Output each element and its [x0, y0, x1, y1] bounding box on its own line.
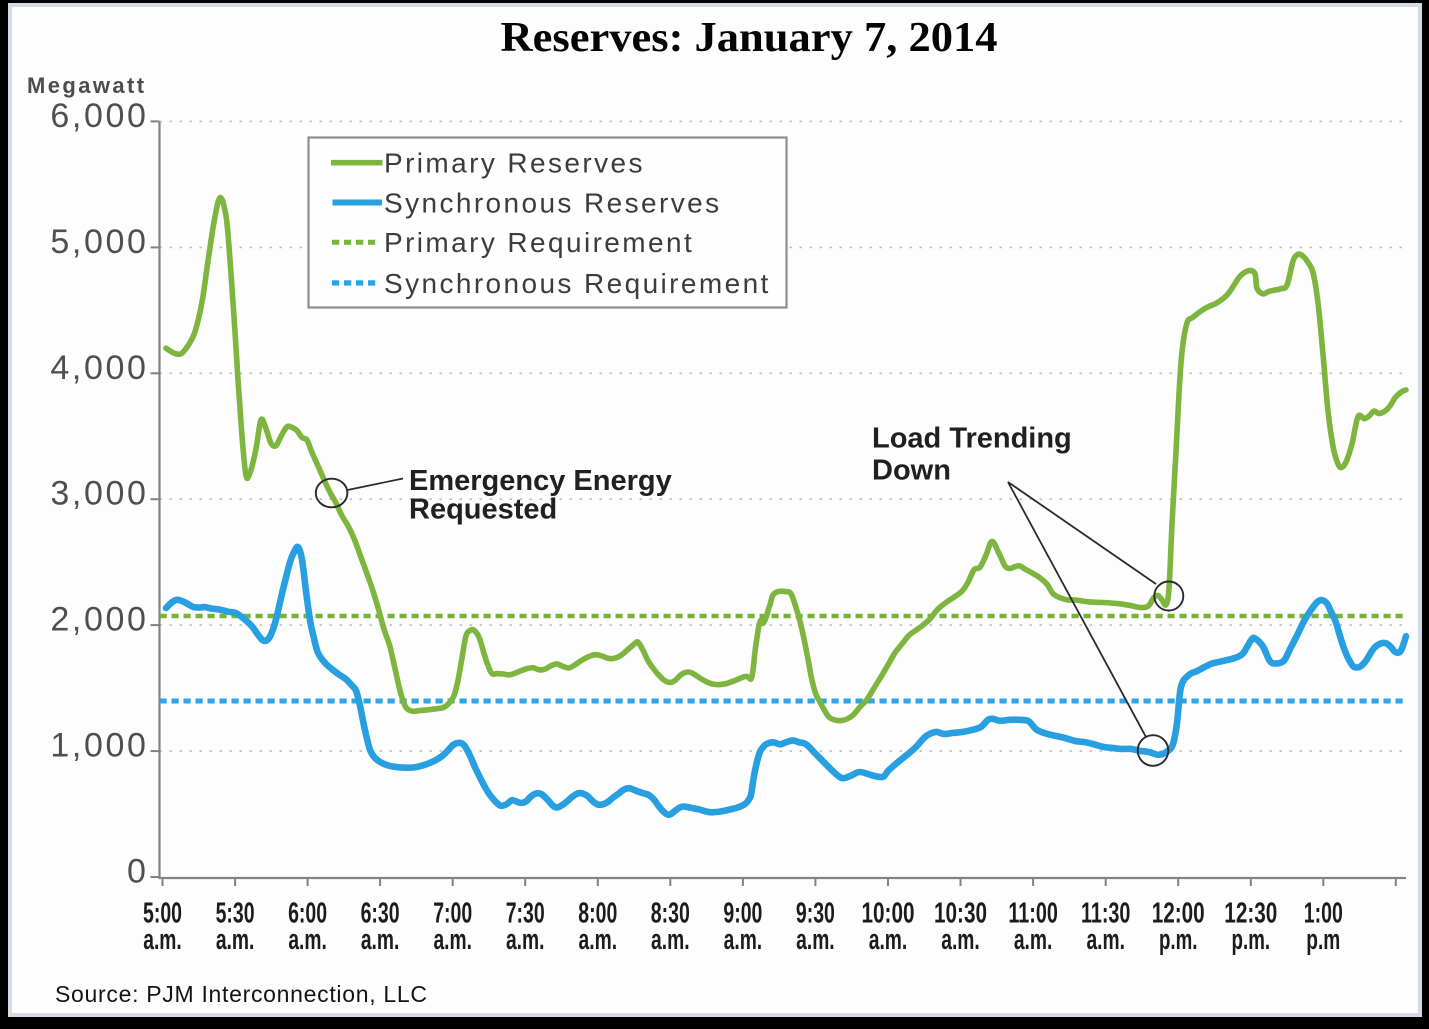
svg-text:8:30: 8:30 — [651, 898, 690, 930]
svg-text:p.m: p.m — [1306, 924, 1340, 956]
svg-text:a.m.: a.m. — [216, 924, 255, 956]
svg-text:6,000: 6,000 — [50, 97, 148, 135]
svg-text:4,000: 4,000 — [50, 349, 148, 387]
svg-text:10:30: 10:30 — [934, 898, 987, 930]
svg-text:5:30: 5:30 — [216, 898, 255, 930]
svg-text:Source: PJM Interconnection, L: Source: PJM Interconnection, LLC — [55, 981, 428, 1007]
svg-text:a.m.: a.m. — [506, 924, 545, 956]
svg-text:Load Trending: Load Trending — [872, 423, 1072, 455]
svg-text:a.m.: a.m. — [579, 924, 618, 956]
svg-text:1,000: 1,000 — [50, 727, 148, 765]
svg-text:11:00: 11:00 — [1008, 898, 1058, 930]
svg-text:7:00: 7:00 — [433, 898, 472, 930]
svg-text:a.m.: a.m. — [288, 924, 327, 956]
svg-text:5:00: 5:00 — [143, 898, 182, 930]
svg-text:Emergency Energy: Emergency Energy — [409, 465, 672, 497]
svg-text:a.m.: a.m. — [433, 924, 472, 956]
svg-text:9:30: 9:30 — [796, 898, 835, 930]
svg-text:a.m.: a.m. — [724, 924, 763, 956]
svg-text:p.m.: p.m. — [1159, 924, 1198, 956]
svg-text:10:00: 10:00 — [862, 898, 915, 930]
svg-text:p.m.: p.m. — [1232, 924, 1271, 956]
svg-text:5,000: 5,000 — [50, 223, 148, 261]
svg-text:6:30: 6:30 — [361, 898, 400, 930]
svg-text:Megawatt: Megawatt — [27, 73, 146, 98]
svg-text:Requested: Requested — [409, 494, 557, 526]
svg-text:a.m.: a.m. — [869, 924, 908, 956]
svg-text:a.m.: a.m. — [1014, 924, 1053, 956]
svg-text:3,000: 3,000 — [50, 475, 148, 513]
svg-text:a.m.: a.m. — [941, 924, 980, 956]
svg-text:a.m.: a.m. — [651, 924, 690, 956]
svg-text:Synchronous Requirement: Synchronous Requirement — [384, 268, 771, 299]
svg-text:Synchronous Reserves: Synchronous Reserves — [384, 188, 721, 219]
svg-text:12:30: 12:30 — [1224, 898, 1277, 930]
svg-text:a.m.: a.m. — [796, 924, 835, 956]
svg-text:Primary Requirement: Primary Requirement — [384, 227, 694, 258]
svg-text:1:00: 1:00 — [1304, 898, 1343, 930]
svg-text:a.m.: a.m. — [143, 924, 182, 956]
svg-text:12:00: 12:00 — [1152, 898, 1205, 930]
svg-text:Primary Reserves: Primary Reserves — [384, 148, 645, 179]
svg-text:a.m.: a.m. — [1086, 924, 1125, 956]
svg-text:Down: Down — [872, 455, 951, 487]
svg-text:9:00: 9:00 — [723, 898, 762, 930]
svg-text:0: 0 — [127, 853, 149, 891]
svg-text:2,000: 2,000 — [50, 601, 148, 639]
svg-text:8:00: 8:00 — [578, 898, 617, 930]
svg-text:Reserves: January 7, 2014: Reserves: January 7, 2014 — [501, 15, 998, 61]
svg-text:a.m.: a.m. — [361, 924, 400, 956]
svg-text:7:30: 7:30 — [506, 898, 545, 930]
svg-text:6:00: 6:00 — [288, 898, 327, 930]
svg-text:11:30: 11:30 — [1081, 898, 1131, 930]
